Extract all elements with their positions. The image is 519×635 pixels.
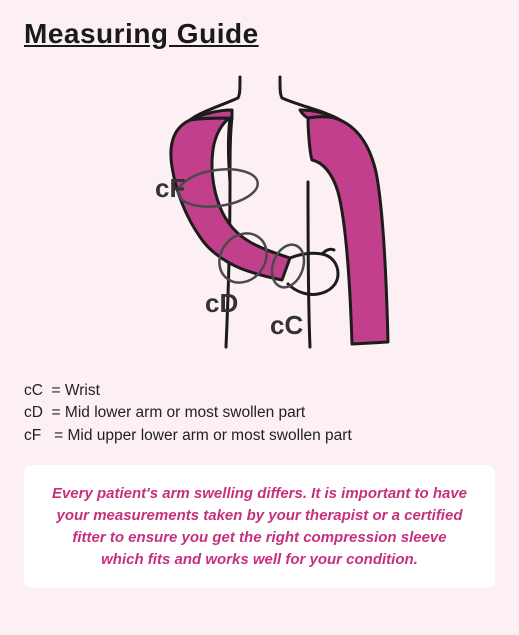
advisory-note-text: Every patient's arm swelling differs. It…	[50, 483, 469, 570]
legend-row-cC: cC = Wrist	[24, 380, 495, 402]
arm-diagram-svg: cF cD cC	[90, 62, 430, 362]
label-cD: cD	[205, 288, 238, 318]
torso-right-outline	[308, 182, 310, 347]
page-title: Measuring Guide	[24, 18, 495, 50]
label-cC: cC	[270, 310, 303, 340]
legend-row-cD: cD = Mid lower arm or most swollen part	[24, 402, 495, 424]
hand-outline	[288, 249, 338, 294]
legend-row-cF: cF = Mid upper lower arm or most swollen…	[24, 425, 495, 447]
arm-diagram: cF cD cC	[24, 62, 495, 362]
advisory-note: Every patient's arm swelling differs. It…	[24, 465, 495, 588]
legend: cC = Wrist cD = Mid lower arm or most sw…	[24, 380, 495, 447]
right-sleeve	[300, 110, 388, 344]
label-cF: cF	[155, 173, 185, 203]
